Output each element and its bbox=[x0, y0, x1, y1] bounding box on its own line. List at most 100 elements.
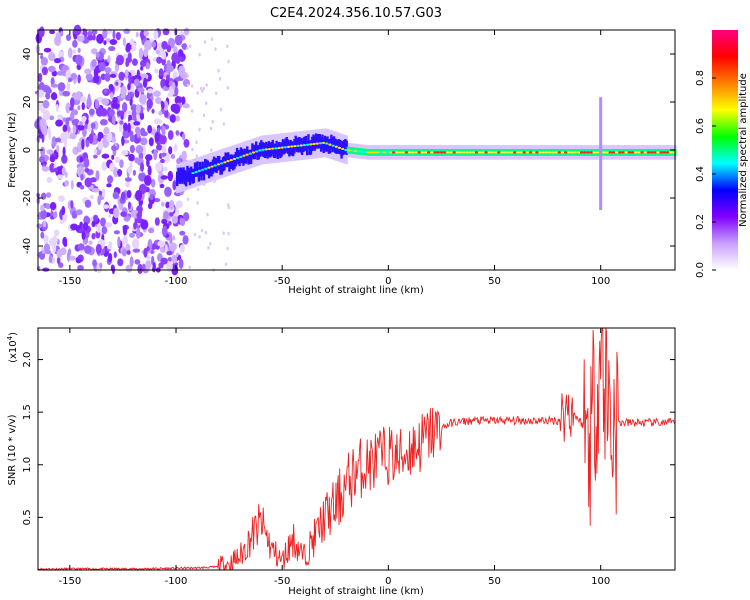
spectrogram-ridge-cell bbox=[298, 136, 301, 152]
spectrogram-panel: -150 -100 -50 0 50 100 -40 -20 0 20 40 Height of … bbox=[7, 24, 677, 296]
spectrogram-x-axis-label: Height of straight line (km) bbox=[288, 285, 424, 296]
spectrogram-ridge-cell bbox=[340, 144, 343, 159]
spectrogram-noise-cell bbox=[106, 183, 112, 188]
spectrogram-y-tick-label: 20 bbox=[22, 96, 33, 109]
snr-x-ticks: -150 -100 -50 0 50 100 bbox=[58, 328, 610, 587]
spectrogram-noise-cell bbox=[47, 126, 51, 135]
spectrogram-ridge-peak bbox=[229, 158, 233, 162]
spectrogram-ridge-cell bbox=[291, 141, 295, 157]
spectrogram-y-tick-label: 40 bbox=[22, 48, 33, 61]
spectrogram-noise-cell bbox=[109, 162, 115, 173]
spectrogram-noise-cell bbox=[140, 137, 148, 146]
spectrogram-noise-cell bbox=[77, 74, 81, 84]
spectrogram-noise-cell bbox=[168, 199, 175, 211]
spectrogram-noise-cell bbox=[88, 133, 94, 144]
spectrogram-noise-cell bbox=[37, 72, 43, 83]
spectrogram-ridge-peak bbox=[207, 166, 211, 169]
spectrogram-ridge-cell bbox=[191, 169, 194, 184]
spectrogram-noise-cell bbox=[64, 179, 69, 187]
spectrogram-noise-cell bbox=[104, 67, 112, 74]
spectrogram-ridge-peak bbox=[312, 142, 316, 146]
spectrogram-ridge-cell bbox=[184, 171, 188, 187]
spectrogram-noise-cell bbox=[76, 35, 85, 42]
spectrogram-ridge-cell bbox=[223, 156, 226, 171]
spectrogram-noise-cell bbox=[209, 242, 212, 246]
spectrogram-noise-cell bbox=[196, 91, 199, 95]
spectrogram-ridge-peak bbox=[318, 142, 323, 145]
spectrogram-noise-cell bbox=[168, 146, 173, 155]
spectrogram-noise-cell bbox=[140, 127, 146, 136]
spectrogram-noise-cell bbox=[174, 77, 181, 82]
spectrogram-noise-cell bbox=[143, 174, 152, 186]
spectrogram-noise-cell bbox=[92, 259, 97, 268]
snr-y-multiplier-exponent: 4 bbox=[6, 335, 14, 340]
spectrogram-noise-cell bbox=[40, 204, 45, 212]
spectrogram-noise-cell bbox=[91, 59, 97, 68]
spectrogram-noise-cell bbox=[172, 104, 181, 114]
spectrogram-noise-cell bbox=[203, 40, 207, 44]
spectrogram-noise-cell bbox=[138, 47, 144, 59]
spectrogram-ridge-cell bbox=[269, 143, 272, 158]
spectrogram-noise-cell bbox=[132, 248, 141, 253]
spectrogram-noise-cell bbox=[70, 223, 79, 231]
spectrogram-noise-cell bbox=[49, 29, 56, 35]
spectrogram-ridge-peak bbox=[398, 151, 402, 154]
spectrogram-noise-cell bbox=[65, 69, 72, 81]
spectrogram-noise-cell bbox=[160, 158, 165, 164]
spectrogram-noise-cell bbox=[75, 209, 83, 216]
spectrogram-ridge-cell bbox=[230, 154, 234, 169]
spectrogram-noise-cell bbox=[163, 100, 169, 111]
spectrogram-noise-cell bbox=[159, 183, 165, 189]
spectrogram-noise-cell bbox=[140, 162, 145, 172]
spectrogram-noise-cell bbox=[38, 156, 45, 163]
spectrogram-noise-cell bbox=[110, 92, 114, 100]
snr-series-line bbox=[37, 327, 676, 571]
spectrogram-ridge-cell bbox=[183, 170, 187, 185]
spectrogram-noise-cell bbox=[126, 190, 132, 199]
spectrogram-ridge-cell bbox=[303, 136, 306, 152]
spectrogram-noise-cell bbox=[134, 259, 141, 265]
spectrogram-ridge-peak bbox=[443, 151, 447, 154]
spectrogram-ridge-cell bbox=[342, 140, 346, 155]
spectrogram-noise-cell bbox=[205, 83, 208, 87]
spectrogram-ridge-peak bbox=[306, 143, 310, 146]
spectrogram-ridge-peak bbox=[245, 153, 249, 156]
spectrogram-noise-cell bbox=[140, 219, 149, 230]
spectrogram-noise-cell bbox=[40, 146, 46, 157]
spectrogram-noise-cell bbox=[50, 92, 58, 101]
spectrogram-noise-cell bbox=[98, 190, 103, 196]
spectrogram-noise-cell bbox=[131, 238, 140, 249]
spectrogram-ridge-peak bbox=[267, 147, 272, 151]
spectrogram-noise-cell bbox=[155, 49, 160, 55]
spectrogram-spike bbox=[599, 97, 603, 210]
spectrogram-ridge-peak bbox=[204, 167, 208, 170]
spectrogram-ridge-cell bbox=[277, 141, 281, 157]
spectrogram-ridge-cell bbox=[344, 139, 347, 154]
spectrogram-noise-cell bbox=[51, 136, 57, 148]
spectrogram-noise-cell bbox=[65, 117, 70, 127]
spectrogram-noise-cell bbox=[117, 195, 122, 206]
spectrogram-noise-cell bbox=[111, 114, 116, 125]
spectrogram-noise-cell bbox=[186, 74, 190, 78]
spectrogram-ridge-peak bbox=[372, 151, 377, 154]
spectrogram-ridge-peak bbox=[490, 151, 494, 154]
spectrogram-ridge-cell bbox=[248, 149, 252, 165]
spectrogram-noise-cell bbox=[178, 258, 184, 269]
spectrogram-noise-cell bbox=[70, 179, 74, 190]
spectrogram-noise-cell bbox=[62, 117, 67, 123]
spectrogram-noise-cell bbox=[44, 249, 52, 255]
spectrogram-noise-cell bbox=[226, 44, 229, 49]
spectrogram-ridge-peak bbox=[357, 150, 361, 153]
spectrogram-noise-cell bbox=[59, 132, 68, 144]
spectrogram-ridge-peak bbox=[223, 161, 227, 164]
spectrogram-noise-cell bbox=[67, 47, 73, 59]
spectrogram-ridge-cell bbox=[272, 143, 276, 158]
spectrogram-ridge-peak bbox=[493, 151, 498, 154]
spectrogram-noise-cell bbox=[90, 122, 96, 130]
spectrogram-noise-cell bbox=[145, 62, 151, 70]
snr-x-axis-label: Height of straight line (km) bbox=[288, 586, 424, 597]
colorbar-tick-label: 0.0 bbox=[695, 262, 706, 278]
spectrogram-ridge-peak bbox=[656, 151, 660, 154]
spectrogram-ridge-peak bbox=[433, 151, 437, 154]
spectrogram-noise-cell bbox=[77, 264, 84, 271]
